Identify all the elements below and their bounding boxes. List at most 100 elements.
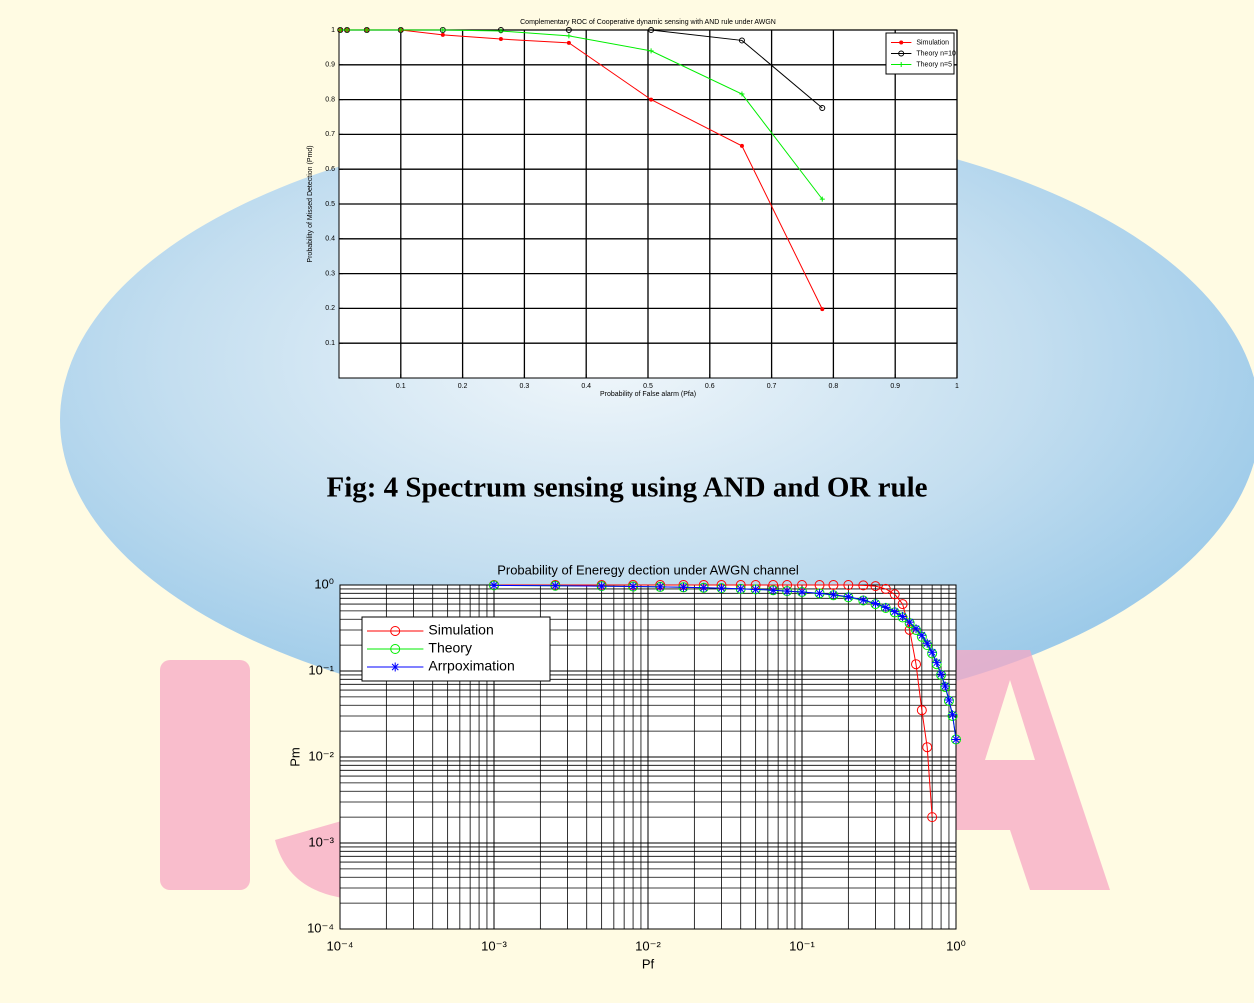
marker	[927, 647, 937, 657]
marker	[566, 40, 571, 45]
letter-i	[160, 660, 250, 890]
y-tick-label: 0.1	[325, 340, 335, 347]
marker	[390, 644, 401, 654]
x-tick-label: 0.2	[458, 383, 468, 390]
marker	[819, 104, 826, 111]
caption: Fig: 4 Spectrum sensing using AND and OR…	[326, 472, 927, 504]
marker	[898, 612, 908, 622]
marker	[944, 695, 954, 705]
marker	[738, 37, 745, 44]
marker	[565, 27, 572, 33]
marker	[897, 599, 908, 610]
y-tick-label: 10⁻²	[308, 748, 334, 763]
marker	[648, 27, 655, 33]
x-axis-label: Probability of False alarm (Pfa)	[600, 391, 696, 398]
marker	[890, 607, 900, 617]
marker	[899, 40, 904, 45]
marker	[858, 580, 869, 591]
marker	[337, 27, 343, 33]
y-tick-label: 10⁰	[314, 576, 334, 591]
marker	[364, 27, 370, 33]
y-tick-label: 10⁻³	[308, 834, 334, 849]
y-tick-label: 0.2	[325, 305, 335, 312]
marker	[597, 581, 607, 591]
y-tick-label: 10⁻¹	[308, 662, 334, 677]
marker	[498, 37, 503, 42]
x-tick-label: 10⁻²	[635, 938, 661, 953]
y-tick-label: 1	[331, 27, 335, 34]
legend-label: Simulation	[428, 622, 493, 638]
y-tick-label: 0.9	[325, 62, 335, 69]
marker	[916, 705, 927, 716]
y-tick-label: 0.3	[325, 270, 335, 277]
marker	[398, 27, 404, 33]
y-axis-label: Pm	[287, 747, 302, 767]
x-tick-label: 0.9	[890, 383, 900, 390]
marker	[911, 624, 921, 634]
series-line	[340, 29, 823, 200]
marker	[917, 630, 927, 640]
marker	[751, 584, 761, 594]
x-tick-label: 0.4	[581, 383, 591, 390]
marker	[940, 681, 950, 691]
marker	[828, 590, 838, 600]
marker	[889, 589, 900, 600]
x-tick-label: 0.3	[520, 383, 530, 390]
x-tick-label: 10⁻⁴	[327, 938, 354, 953]
chart-title: Complementary ROC of Cooperative dynamic…	[520, 19, 776, 26]
marker	[898, 50, 905, 57]
marker	[843, 592, 853, 602]
x-tick-label: 0.8	[829, 383, 839, 390]
marker	[628, 582, 638, 592]
legend-label: Theory n=5	[916, 61, 952, 68]
marker	[550, 581, 560, 591]
y-tick-label: 0.5	[325, 201, 335, 208]
marker	[820, 307, 825, 312]
x-tick-label: 0.7	[767, 383, 777, 390]
marker	[922, 638, 932, 648]
marker	[344, 27, 350, 33]
marker	[782, 586, 792, 596]
marker	[870, 581, 881, 592]
marker	[880, 583, 891, 594]
marker	[699, 583, 709, 593]
marker	[768, 585, 778, 595]
y-tick-label: 0.4	[325, 236, 335, 243]
marker	[440, 32, 445, 37]
marker	[927, 812, 938, 823]
y-tick-label: 0.7	[325, 131, 335, 138]
marker	[936, 669, 946, 679]
marker	[898, 62, 904, 67]
marker	[648, 48, 654, 54]
y-tick-label: 10⁻⁴	[307, 920, 334, 935]
marker	[489, 580, 499, 590]
marker	[843, 580, 854, 590]
legend-label: Theory n=10	[916, 50, 956, 57]
legend-label: Theory	[428, 640, 472, 656]
marker	[858, 595, 868, 605]
x-tick-label: 10⁻³	[481, 938, 507, 953]
marker	[566, 33, 572, 39]
y-tick-label: 0.6	[325, 166, 335, 173]
marker	[828, 580, 839, 590]
x-axis-label: Pf	[642, 956, 655, 971]
x-tick-label: 1	[955, 383, 959, 390]
marker	[390, 662, 400, 672]
y-tick-label: 0.8	[325, 96, 335, 103]
marker	[948, 710, 958, 720]
x-tick-label: 0.6	[705, 383, 715, 390]
legend-label: Arrpoximation	[428, 658, 514, 674]
marker	[739, 91, 745, 97]
marker	[815, 588, 825, 598]
x-tick-label: 0.1	[396, 383, 406, 390]
marker	[739, 143, 744, 148]
legend-label: Simulation	[916, 39, 949, 46]
marker	[649, 97, 654, 102]
legend: Simulation Theory Arrpoximation	[361, 616, 551, 682]
marker	[881, 602, 891, 612]
marker	[390, 626, 401, 636]
marker	[655, 582, 665, 592]
marker	[797, 587, 807, 597]
